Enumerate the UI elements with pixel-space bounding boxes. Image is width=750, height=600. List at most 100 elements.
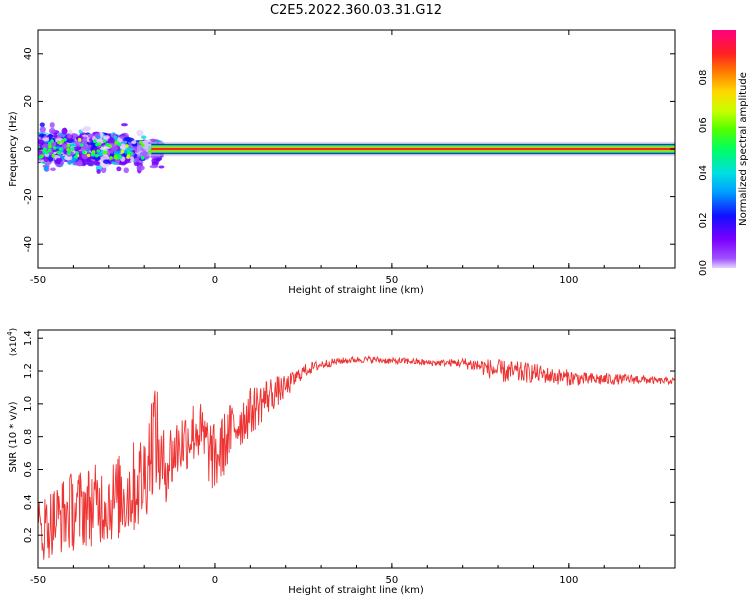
colorbar-tick-label: 0.4 xyxy=(698,165,709,181)
spectrogram-cell xyxy=(123,167,129,174)
spectrogram-cell xyxy=(140,135,147,140)
spectrogram-cell xyxy=(125,147,133,152)
spectrogram-cell xyxy=(48,156,54,162)
spectrogram-cell xyxy=(63,137,67,142)
spectrogram-cell xyxy=(39,126,46,133)
spectrogram-y-tick-label: -20 xyxy=(23,188,34,204)
spectrogram-cell xyxy=(113,135,118,140)
spectrogram-cell xyxy=(49,127,56,135)
spectrogram-cell xyxy=(71,147,75,151)
spectrogram-cell xyxy=(48,144,52,149)
spectrogram-cell xyxy=(103,150,108,154)
spectrogram-cell xyxy=(42,137,50,142)
spectrogram-cell xyxy=(95,142,99,147)
spectrogram-cell xyxy=(43,164,49,172)
snr-ticks: -50 0 50 100 0.2 0.4 0.6 0.8 1.0 1.2 1.4 xyxy=(23,330,676,586)
spectrogram-cell xyxy=(75,151,79,155)
spectrogram-cell xyxy=(126,155,130,159)
spectrogram-cell xyxy=(81,150,86,155)
spectrogram-cell xyxy=(38,139,45,144)
spectrogram-cell xyxy=(107,137,115,145)
snr-y-tick-label: 0.4 xyxy=(23,494,34,510)
spectrogram-cell xyxy=(96,169,101,174)
spectrogram-cell xyxy=(117,142,122,146)
colorbar-tick-label: 0.8 xyxy=(698,70,709,86)
spectrogram-cell xyxy=(105,142,110,147)
spectrogram-ticks: -50 0 50 100 -40 -20 0 20 40 xyxy=(23,30,676,286)
spectrogram-cell xyxy=(108,144,113,148)
colorbar-label: Normalized spectral amplitude xyxy=(738,72,749,226)
spectrogram-cell xyxy=(77,137,82,142)
spectrogram-cell xyxy=(96,149,101,153)
spectrogram-cell xyxy=(47,134,54,138)
colorbar-tick-label: 0.0 xyxy=(698,260,709,276)
snr-x-tick-label: 0 xyxy=(212,575,218,586)
spectrogram-cell xyxy=(127,150,131,155)
spectrogram-cell xyxy=(120,149,125,154)
snr-marks xyxy=(38,355,675,560)
spectrogram-cell xyxy=(114,158,121,164)
spectrogram-cell xyxy=(59,134,64,138)
spectrogram-cell xyxy=(82,126,92,132)
spectrogram-cell xyxy=(73,146,82,151)
snr-x-tick-label: 100 xyxy=(559,575,578,586)
snr-y-tick-label: 0.6 xyxy=(23,462,34,478)
spectrogram-y-tick-label: 0 xyxy=(23,146,34,152)
spectrogram-x-tick-label: -50 xyxy=(30,275,46,286)
snr-y-tick-label: 1.2 xyxy=(23,363,34,379)
snr-y-tick-label: 1.4 xyxy=(23,330,34,346)
spectrogram-cell xyxy=(148,150,152,154)
spectrogram-cell xyxy=(49,122,55,128)
spectrogram-cell xyxy=(66,143,71,148)
snr-y-tick-label: 1.0 xyxy=(23,396,34,412)
spectrogram-y-label: Frequency (Hz) xyxy=(8,111,19,187)
spectrogram-panel: -50 0 50 100 -40 -20 0 20 40 Height of straight … xyxy=(8,29,676,296)
spectrogram-x-tick-label: 0 xyxy=(212,275,218,286)
spectrogram-cell xyxy=(134,157,140,163)
spectrogram-cell xyxy=(109,153,115,158)
spectrogram-cell xyxy=(131,140,137,144)
spectrogram-cell xyxy=(74,161,83,166)
spectrogram-cell xyxy=(59,147,63,151)
spectrogram-cell xyxy=(50,139,54,143)
spectrogram-cell xyxy=(114,141,118,145)
spectrogram-cell xyxy=(70,143,77,147)
spectrogram-cell xyxy=(43,155,49,163)
figure-title: C2E5.2022.360.03.31.G12 xyxy=(270,3,442,18)
spectrogram-cell xyxy=(51,153,55,158)
spectrogram-cell xyxy=(158,165,165,169)
spectrogram-x-tick-label: 100 xyxy=(559,275,578,286)
spectrogram-cell xyxy=(79,143,84,147)
spectrogram-cell xyxy=(67,133,72,139)
spectrogram-cell xyxy=(38,133,45,138)
snr-x-label: Height of straight line (km) xyxy=(288,585,424,596)
spectrogram-cell xyxy=(104,155,110,161)
spectrogram-cell xyxy=(97,142,102,146)
spectrogram-cell xyxy=(53,132,58,138)
spectrogram-y-tick-label: 20 xyxy=(23,95,34,108)
spectrogram-y-tick-label: -40 xyxy=(23,236,34,252)
spectrogram-cell xyxy=(74,154,78,159)
snr-x-tick-label: 50 xyxy=(386,575,399,586)
spectrogram-cell xyxy=(109,156,113,160)
spectrogram-cell xyxy=(124,136,131,141)
spectrogram-cell xyxy=(50,167,56,172)
colorbar-gradient xyxy=(712,30,736,268)
colorbar-tick-label: 0.6 xyxy=(698,117,709,133)
snr-panel: -50 0 50 100 0.2 0.4 0.6 0.8 1.0 1.2 1.4 Height of… xyxy=(6,328,676,596)
spectrogram-cell xyxy=(136,165,145,171)
snr-x-tick-label: -50 xyxy=(30,575,46,586)
spectrogram-cell xyxy=(121,123,128,127)
spectrogram-cell xyxy=(83,136,88,141)
snr-multiplier: (x104) xyxy=(6,328,19,356)
spectrogram-cell xyxy=(149,164,159,169)
spectrogram-cell xyxy=(110,145,119,152)
spectrogram-cell xyxy=(102,139,107,143)
colorbar-ticks: 0.0 0.2 0.4 0.6 0.8 xyxy=(698,70,709,276)
spectrogram-cell xyxy=(136,129,144,137)
spectrogram-cell xyxy=(39,122,45,127)
spectrogram-cell xyxy=(52,146,57,150)
spectrogram-cell xyxy=(96,135,101,140)
spectrogram-marks xyxy=(38,122,675,174)
